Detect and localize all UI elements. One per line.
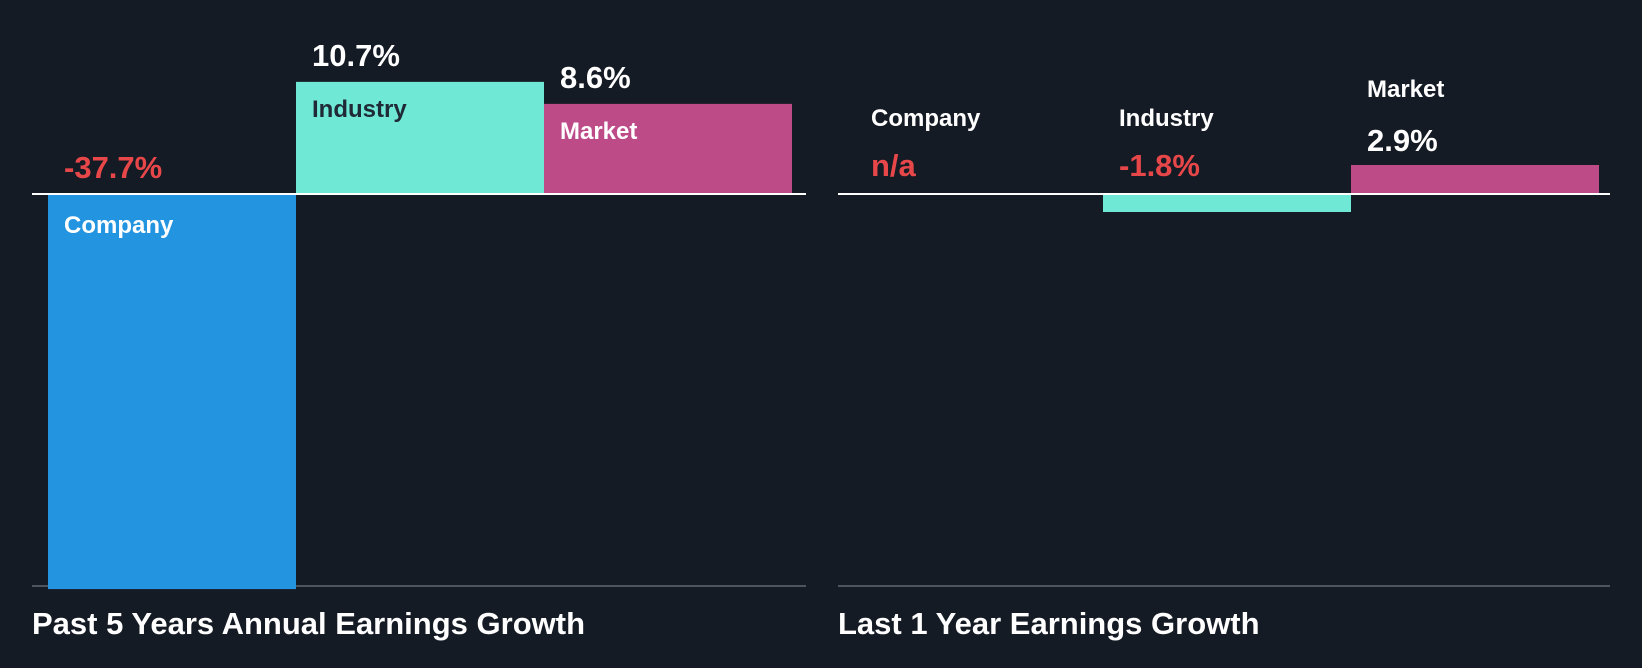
panel2-value-label-company: n/a [871,148,917,183]
panel2-category-label-company: Company [871,105,981,132]
panel2-bar-industry [1103,194,1351,212]
panel1-bar-company [48,194,296,590]
panel2-bar-market [1351,165,1599,194]
chart-title-past-5-years: Past 5 Years Annual Earnings Growth [32,606,586,641]
panel1-value-label-company: -37.7% [64,150,162,185]
panel2-value-label-industry: -1.8% [1119,148,1200,183]
panel2-value-label-market: 2.9% [1367,123,1438,158]
panel1-value-label-market: 8.6% [560,60,631,95]
panel1-bar-market [544,103,792,194]
panel1-value-label-industry: 10.7% [312,38,400,73]
panel1-category-label-company: Company [64,212,174,239]
panel1-category-label-market: Market [560,118,637,145]
panel1-bar-industry [296,81,544,194]
panel2-category-label-market: Market [1367,76,1444,103]
chart-title-last-1-year: Last 1 Year Earnings Growth [838,606,1260,641]
panel1-category-label-industry: Industry [312,96,407,123]
panel2-category-label-industry: Industry [1119,105,1214,132]
